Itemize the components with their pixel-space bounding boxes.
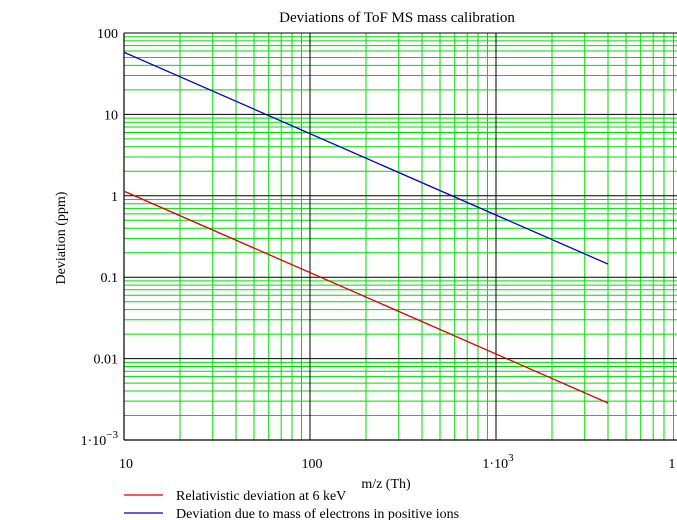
x-tick-label: 1·103 [482, 452, 514, 472]
y-axis-label: Deviation (ppm) [54, 191, 69, 284]
major-grid [123, 32, 677, 441]
x-tick-label: 100 [302, 457, 323, 472]
series-line-1 [123, 190, 609, 404]
y-tick-label: 100 [97, 27, 118, 42]
legend-label: Deviation due to mass of electrons in po… [176, 507, 459, 520]
y-tick-label: 1·10−3 [81, 429, 119, 449]
series-layer [123, 51, 609, 404]
minor-grid [124, 33, 677, 440]
chart-title: Deviations of ToF MS mass calibration [279, 10, 515, 26]
x-axis-label: m/z (Th) [361, 477, 411, 492]
x-tick-label: 10 [119, 457, 133, 472]
y-tick-label: 0.01 [94, 353, 119, 368]
x-tick-labels: 10 100 1·103 1·104 [119, 452, 677, 472]
y-tick-labels: 100 10 1 0.1 0.01 1·10−3 [81, 27, 119, 449]
series-line-2 [123, 51, 609, 265]
y-tick-label: 0.1 [101, 271, 119, 286]
y-tick-label: 10 [104, 108, 118, 123]
legend: Relativistic deviation at 6 keV Deviation… [124, 489, 459, 520]
y-tick-label: 1 [111, 190, 118, 205]
x-tick-label: 1·104 [668, 452, 677, 472]
legend-label: Relativistic deviation at 6 keV [176, 489, 346, 504]
